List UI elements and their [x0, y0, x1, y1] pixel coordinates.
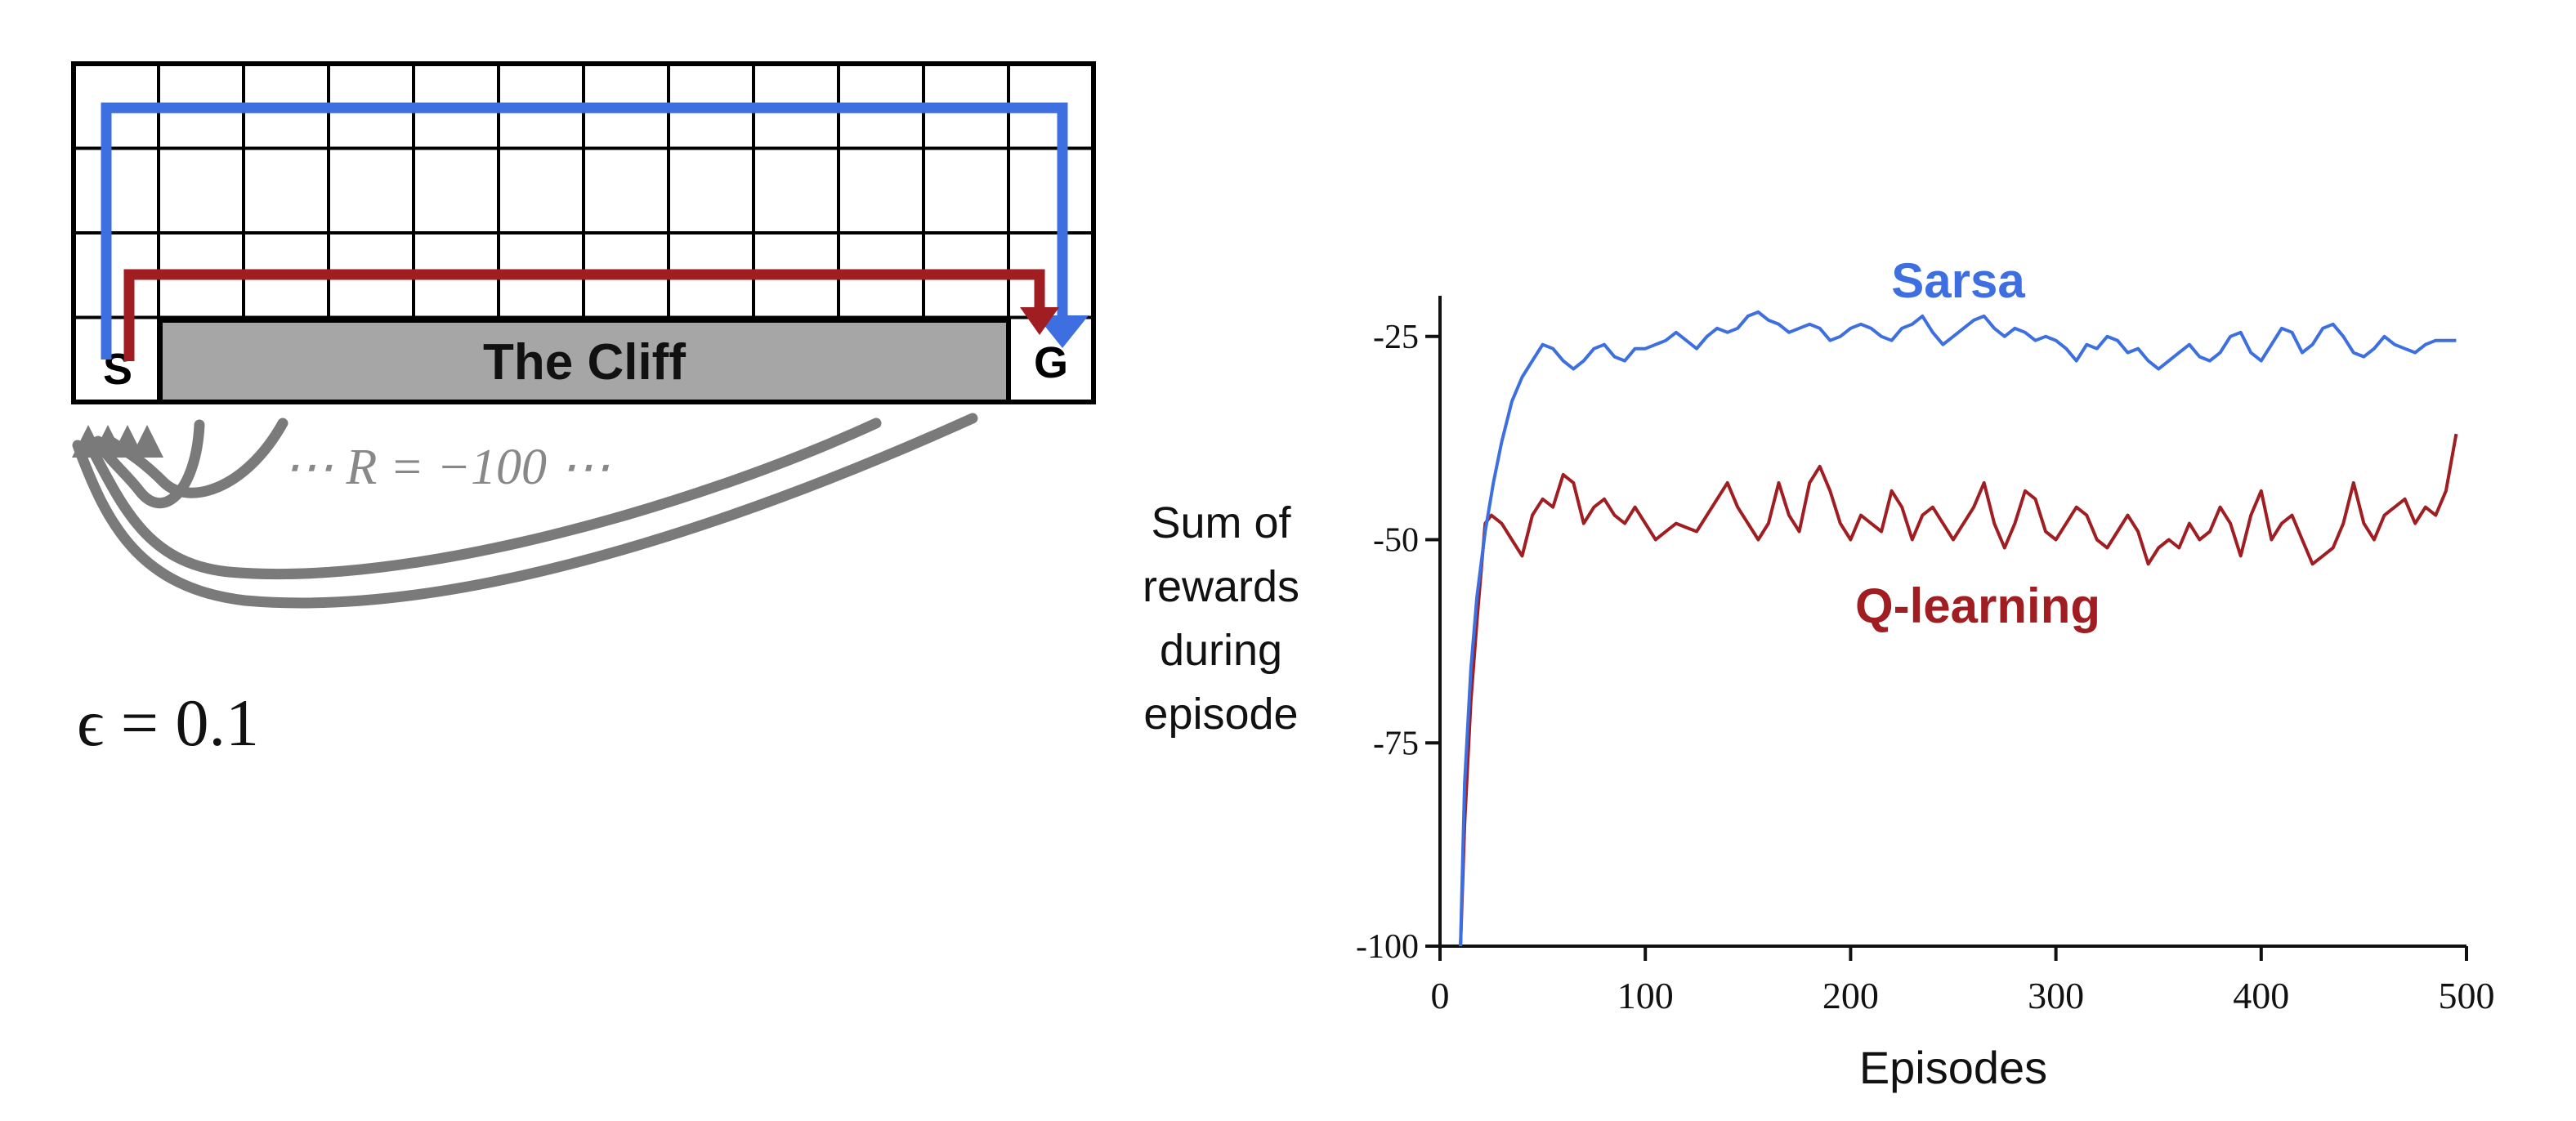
q-learning-series-label: Q-learning: [1855, 578, 2100, 633]
series-group: [1459, 310, 2458, 947]
sarsa-path-arrowhead: [1036, 315, 1089, 348]
x-tick-label: 400: [2233, 975, 2289, 1016]
y-tick-label: -50: [1373, 522, 1419, 560]
y-tick-label: -25: [1373, 319, 1419, 356]
sarsa-safe-path: [101, 102, 1068, 360]
fall-arrow-3: [84, 418, 882, 579]
series-line-q-learning: [1459, 433, 2458, 947]
y-axis-label: Sum of rewards during episode: [1143, 498, 1299, 739]
y-axis-label-line-1: Sum of: [1151, 498, 1291, 547]
fall-arrowhead-4: [131, 425, 163, 458]
q-learning-optimal-path: [123, 269, 1045, 361]
cliff-fall-arrows: [72, 413, 978, 609]
cliff-label: The Cliff: [483, 334, 686, 391]
y-tick-label: -75: [1373, 725, 1419, 762]
x-ticks: 0 100 200 300 400 500: [1431, 946, 2495, 1016]
epsilon-label: ϵ = 0.1: [77, 686, 259, 760]
series-line-sarsa: [1459, 310, 2457, 947]
cliff-region: [158, 318, 1011, 404]
y-tick-label: -100: [1356, 928, 1419, 966]
reward-label: ⋯ R = −100 ⋯: [283, 440, 610, 495]
fall-arrow-1: [92, 419, 205, 509]
x-axis-label: Episodes: [1859, 1042, 2047, 1093]
sarsa-series-label: Sarsa: [1891, 253, 2025, 308]
cliff-gridworld: The Cliff S G ⋯ R = −100 ⋯ ϵ = 0.1: [71, 61, 1096, 760]
y-axis-label-line-4: episode: [1143, 690, 1298, 739]
fall-arrow-4: [72, 413, 978, 609]
y-axis-label-line-2: rewards: [1143, 562, 1299, 611]
x-tick-label: 0: [1431, 975, 1450, 1016]
q-learning-path-arrowhead: [1020, 307, 1059, 335]
y-ticks: -100 -75 -50 -25: [1356, 319, 1440, 966]
x-tick-label: 100: [1617, 975, 1674, 1016]
x-tick-label: 200: [1822, 975, 1879, 1016]
x-tick-label: 300: [2028, 975, 2084, 1016]
x-tick-label: 500: [2439, 975, 2495, 1016]
y-axis-label-line-3: during: [1160, 626, 1282, 675]
reward-chart: 0 100 200 300 400 500 -100 -75 -50 -25 Sarsa Q-l…: [1143, 253, 2495, 1093]
